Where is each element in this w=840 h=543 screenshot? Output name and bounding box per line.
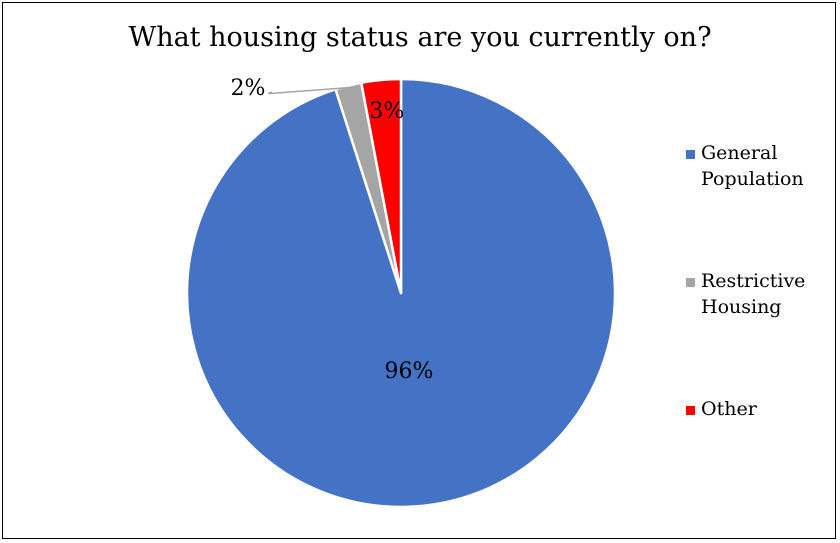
pie-slices <box>185 77 617 509</box>
legend-swatch-other <box>686 406 695 415</box>
leader-line-restrictive-housing <box>268 86 349 95</box>
data-labels: 96% 2% 3% <box>231 76 434 384</box>
data-label-restrictive-housing: 2% <box>231 76 266 101</box>
legend-label-general-population: General Population <box>701 142 804 190</box>
legend-swatch-general-population <box>686 150 695 159</box>
legend-item-other: Other <box>686 396 757 422</box>
legend-label-other: Other <box>701 398 757 420</box>
legend-swatch-restrictive-housing <box>686 278 695 287</box>
leader-lines <box>268 86 349 95</box>
pie-slice-other <box>360 77 403 295</box>
chart-title: What housing status are you currently on… <box>128 22 712 53</box>
legend-item-general-population: General Population <box>686 140 804 192</box>
data-label-other: 3% <box>369 99 404 124</box>
legend-item-restrictive-housing: Restrictive Housing <box>686 268 805 320</box>
data-label-general-population: 96% <box>385 359 434 384</box>
legend-label-restrictive-housing: Restrictive Housing <box>701 270 806 318</box>
